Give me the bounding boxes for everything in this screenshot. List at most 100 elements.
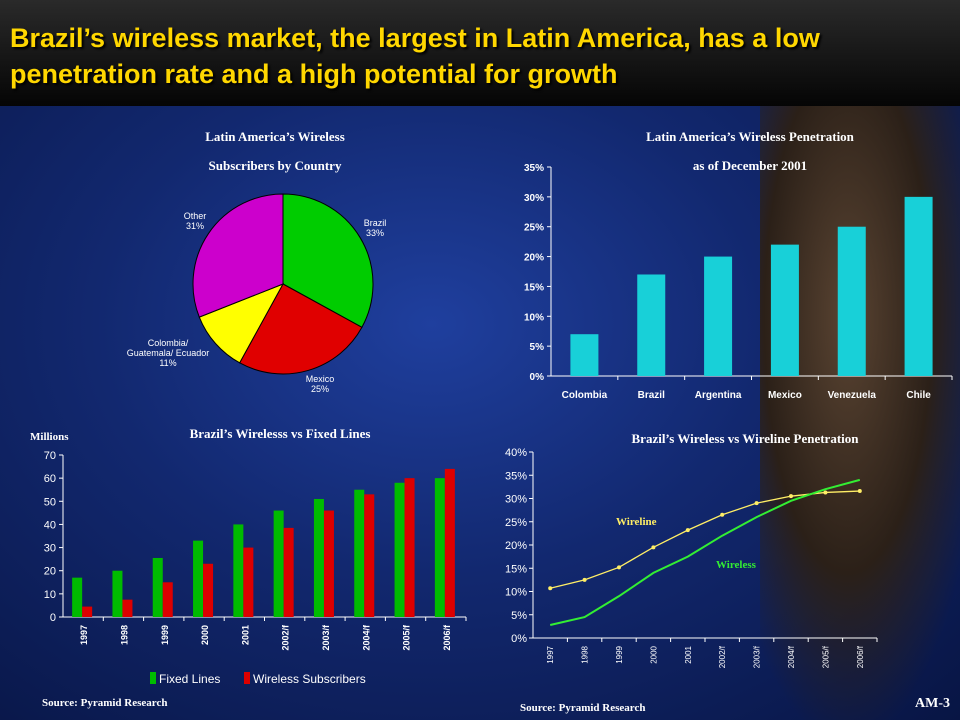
pie-slice-label-1-1: 25% — [311, 384, 329, 394]
penetration-y-tick-1: 5% — [530, 342, 545, 353]
line-x-tick-1: 1998 — [581, 645, 590, 663]
line-point-0-3 — [651, 545, 656, 550]
line-y-tick-0: 0% — [511, 633, 527, 645]
pie-slice-label-2-0: Colombia/ — [148, 338, 189, 348]
source-left: Source: Pyramid Research — [42, 697, 168, 709]
page-number: AM-3 — [915, 696, 950, 711]
fixed-bar-0-8 — [394, 482, 405, 617]
fixed-y-tick-6: 60 — [44, 473, 56, 485]
penetration-y-tick-5: 25% — [524, 223, 544, 234]
pie-slice-label-3-0: Other — [184, 211, 207, 221]
line-point-0-7 — [789, 494, 793, 499]
pie-slice-label-2-1: Guatemala/ Ecuador — [127, 348, 210, 358]
penetration-x-tick-4: Venezuela — [828, 390, 877, 401]
penetration-x-tick-1: Brazil — [638, 390, 665, 401]
line-x-tick-2: 1999 — [615, 645, 624, 663]
line-x-tick-7: 2004/f — [787, 645, 796, 668]
penetration-x-tick-5: Chile — [906, 390, 931, 401]
line-y-tick-2: 10% — [505, 587, 527, 599]
fixed-x-tick-4: 2001 — [240, 625, 250, 645]
penetration-title-line1: Latin America’s Wireless Penetration — [646, 129, 854, 144]
pie-slice-label-0-0: Brazil — [364, 218, 387, 228]
line-x-tick-8: 2005/f — [821, 645, 830, 668]
line-point-0-8 — [823, 490, 828, 495]
penetration-x-tick-0: Colombia — [562, 390, 608, 401]
line-point-0-4 — [685, 528, 690, 533]
penetration-x-tick-2: Argentina — [695, 390, 742, 401]
fixed-y-tick-3: 30 — [44, 543, 56, 555]
penetration-bar-5 — [904, 196, 933, 376]
fixed-bar-1-3 — [203, 563, 214, 617]
fixed-legend-label-0: Fixed Lines — [159, 672, 220, 686]
line-series-label-1: Wireless — [716, 559, 757, 571]
fixed-x-tick-7: 2004/f — [361, 624, 371, 651]
fixed-bar-1-4 — [243, 547, 254, 617]
fixed-bar-0-2 — [152, 557, 163, 617]
fixed-bar-1-2 — [162, 582, 173, 617]
pie-slice-label-0-1: 33% — [366, 228, 384, 238]
line-series-label-0: Wireline — [616, 516, 657, 528]
penetration-y-tick-4: 20% — [524, 253, 544, 264]
line-chart-title: Brazil’s Wireless vs Wireline Penetratio… — [631, 431, 859, 446]
fixed-y-tick-0: 0 — [50, 612, 56, 624]
line-series-1 — [549, 478, 861, 626]
fixed-chart-title: Brazil’s Wirelesss vs Fixed Lines — [189, 426, 371, 441]
line-y-tick-7: 35% — [505, 470, 527, 482]
penetration-bar-1 — [637, 274, 666, 376]
line-series-0 — [550, 490, 860, 589]
line-y-tick-3: 15% — [505, 563, 527, 575]
line-x-tick-9: 2006/f — [856, 645, 865, 668]
line-x-tick-3: 2000 — [649, 645, 658, 663]
penetration-bar-2 — [704, 256, 733, 376]
fixed-bar-0-6 — [313, 498, 324, 617]
fixed-x-tick-6: 2003/f — [321, 624, 331, 651]
source-right: Source: Pyramid Research — [520, 702, 646, 714]
fixed-y-tick-4: 40 — [44, 519, 56, 531]
fixed-bar-0-7 — [354, 489, 365, 617]
line-y-tick-6: 30% — [505, 494, 527, 506]
penetration-y-tick-7: 35% — [524, 163, 544, 174]
line-x-tick-6: 2003/f — [753, 645, 762, 668]
fixed-bar-1-1 — [122, 599, 133, 617]
pie-slice-0 — [282, 193, 374, 329]
fixed-legend-label-1: Wireless Subscribers — [253, 672, 366, 686]
penetration-y-tick-0: 0% — [530, 372, 545, 383]
line-x-tick-0: 1997 — [546, 645, 555, 663]
line-x-tick-5: 2002/f — [718, 645, 727, 668]
fixed-x-tick-0: 1997 — [79, 625, 89, 645]
fixed-x-tick-9: 2006/f — [442, 624, 452, 651]
fixed-legend-swatch-1 — [244, 672, 250, 684]
penetration-title-line2: as of December 2001 — [692, 158, 808, 173]
millions-label: Millions — [30, 431, 69, 443]
fixed-x-tick-2: 1999 — [160, 625, 170, 645]
fixed-x-tick-5: 2002/f — [281, 624, 291, 651]
pie-slice-label-1-0: Mexico — [306, 374, 335, 384]
penetration-bar-0 — [570, 334, 599, 376]
line-y-tick-8: 40% — [505, 447, 527, 459]
fixed-bar-1-5 — [283, 527, 294, 617]
fixed-bar-0-9 — [434, 478, 445, 617]
pie-slice-label-2-2: 11% — [159, 358, 176, 368]
penetration-y-tick-2: 10% — [524, 312, 544, 323]
pie-slice-1 — [238, 283, 363, 375]
slide-title: Brazil’s wireless market, the largest in… — [10, 23, 820, 89]
line-y-tick-1: 5% — [511, 610, 527, 622]
fixed-legend-swatch-0 — [150, 672, 156, 684]
pie-chart-title: Latin America’s Wireless Subscribers by … — [150, 122, 400, 180]
penetration-x-tick-3: Mexico — [768, 390, 802, 401]
pie-title-line2: Subscribers by Country — [208, 158, 342, 173]
fixed-bar-0-4 — [233, 524, 244, 617]
fixed-y-tick-7: 70 — [44, 450, 56, 462]
line-point-0-5 — [720, 512, 725, 517]
line-point-0-6 — [754, 501, 759, 506]
pie-slice-label-3-1: 31% — [186, 221, 204, 231]
fixed-x-tick-8: 2005/f — [402, 624, 412, 651]
line-point-0-0 — [548, 586, 553, 591]
pie-slice-3 — [192, 193, 284, 318]
penetration-y-tick-6: 30% — [524, 193, 544, 204]
fixed-y-tick-2: 20 — [44, 566, 56, 578]
